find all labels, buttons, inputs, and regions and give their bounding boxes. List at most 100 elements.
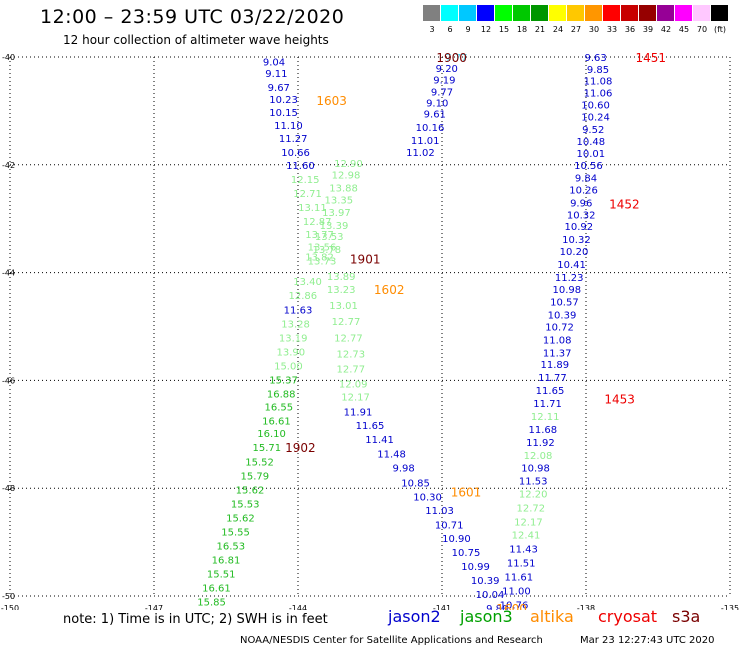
wave-height-value: 10.57 [550,298,579,309]
wave-height-value: 13.90 [276,347,305,358]
wave-height-value: 9.61 [424,110,446,121]
lon-tick-label: -141 [433,604,451,610]
wave-height-value: 9.11 [265,69,287,80]
lon-tick-label: -150 [1,604,19,610]
lat-tick-label: -42 [2,161,15,170]
wave-height-value: 13.19 [279,333,308,344]
pass-time-label: 1900 [436,51,467,65]
lon-tick-label: -144 [289,604,307,610]
wave-height-value: 15.37 [269,375,298,386]
wave-height-value: 11.53 [519,477,548,488]
wave-height-value: 11.48 [377,450,406,461]
wave-height-value: 13.88 [329,183,358,194]
wave-height-value: 10.01 [576,149,605,160]
wave-height-value: 11.77 [538,373,567,384]
wave-height-value: 10.24 [581,112,610,123]
wave-height-value: 12.09 [339,380,368,391]
wave-height-value: 13.78 [312,245,341,256]
wave-height-value: 10.15 [269,108,298,119]
wave-height-value: 16.61 [262,416,291,427]
color-label: 9 [465,25,471,34]
wave-height-value: 12.17 [514,518,543,529]
wave-height-value: 13.35 [324,195,353,206]
wave-height-value: 13.01 [329,301,358,312]
wave-height-value: 10.04 [476,590,505,601]
pass-time-label: 1601 [451,485,482,499]
wave-height-value: 11.91 [344,408,373,419]
legend-s3a: s3a [672,607,701,626]
wave-height-value: 12.08 [524,451,553,462]
wave-height-value: 9.96 [570,199,592,210]
wave-height-value: 12.11 [531,412,560,423]
wave-height-value: 13.82 [305,252,334,263]
legend-jason3: jason3 [460,607,513,626]
color-swatch [441,5,458,21]
wave-height-value: 11.23 [555,273,584,284]
wave-height-value: 10.48 [576,137,605,148]
wave-height-value: 10.99 [461,562,490,573]
color-label: 12 [480,25,492,34]
wave-height-value: 16.55 [264,402,293,413]
color-swatch [603,5,620,21]
wave-height-value: 11.61 [504,573,533,584]
wave-height-value: 9.67 [268,83,290,94]
wave-height-value: 11.71 [533,399,562,410]
wave-height-value: 9.10 [426,98,448,109]
wave-height-value: 10.72 [545,323,574,334]
wave-height-value: 11.89 [540,360,569,371]
wave-height-value: 16.88 [267,389,296,400]
wave-height-value: 10.39 [548,311,577,322]
color-swatch [531,5,548,21]
wave-height-value: 15.62 [236,485,265,496]
wave-height-value: 9.52 [582,125,604,136]
wave-height-value: 12.77 [336,365,365,376]
pass-time-label: 1901 [350,253,381,267]
wave-height-value: 12.41 [512,531,541,542]
wave-height-value: 16.61 [202,583,231,594]
lat-tick-label: -40 [2,53,15,62]
color-label: 6 [447,25,453,34]
wave-height-value: 10.56 [574,161,603,172]
wave-height-value: 13.97 [322,208,351,219]
wave-height-value: 9.63 [584,53,606,64]
wave-height-value: 11.68 [528,425,557,436]
color-swatch [675,5,692,21]
wave-height-value: 15.52 [245,457,274,468]
wave-height-value: 16.10 [257,429,286,440]
wave-height-value: 10.92 [564,222,593,233]
wave-height-value: 11.02 [406,148,435,159]
wave-height-value: 10.39 [471,576,500,587]
wave-height-value: 10.76 [500,601,529,610]
wave-height-value: 12.71 [293,189,322,200]
color-swatch [639,5,656,21]
wave-height-value: 10.16 [416,123,445,134]
wave-height-value: 11.00 [502,587,531,598]
wave-height-value: 15.53 [231,499,260,510]
wave-height-value: 11.43 [509,545,538,556]
color-label: 39 [642,25,654,34]
lon-tick-label: -138 [577,604,595,610]
wave-height-value: 10.23 [269,95,298,106]
lon-tick-label: -135 [721,604,739,610]
pass-time-label: 1451 [636,51,667,65]
wave-height-value: 11.51 [507,559,536,570]
wave-height-value: 12.86 [288,291,317,302]
wave-height-value: 9.98 [392,464,414,475]
color-label: 18 [516,25,528,34]
wave-height-map: -150 -147 -144 -141 -138 -135 -40 -42 -44 -46 -48 -… [1,51,739,610]
lat-tick-label: -50 [2,592,15,601]
pass-time-label: 1602 [374,283,405,297]
color-label: 45 [678,25,690,34]
wave-height-value: 10.98 [521,464,550,475]
legend-altika: altika [530,607,574,626]
color-swatch [495,5,512,21]
color-swatch [423,5,440,21]
wave-height-value: 10.26 [569,186,598,197]
wave-height-value: 13.11 [298,203,327,214]
lat-tick-label: -48 [2,484,15,493]
wave-height-value: 13.77 [305,230,334,241]
wave-height-value: 12.90 [334,159,363,170]
wave-height-value: 9.04 [263,57,285,68]
wave-height-value: 15.55 [221,527,250,538]
wave-height-value: 10.75 [452,548,481,559]
